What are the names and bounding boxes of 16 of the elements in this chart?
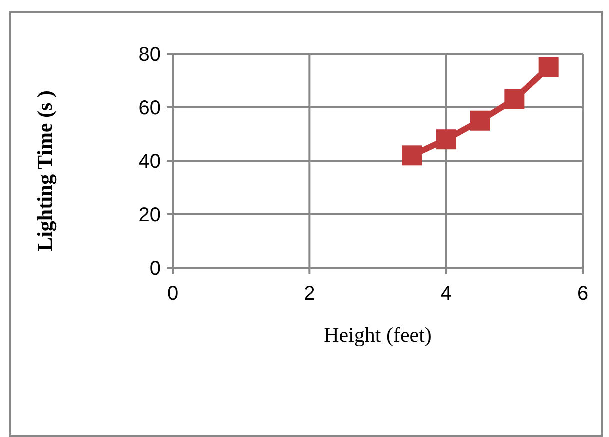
- x-tick-label: 0: [167, 283, 179, 305]
- y-tick-label: 0: [150, 258, 161, 280]
- x-tick-label: 6: [577, 283, 589, 305]
- y-tick-label: 60: [138, 98, 161, 120]
- y-axis-title: Lighting Time (s ): [33, 90, 57, 252]
- x-axis-title: Height (feet): [324, 323, 432, 347]
- point: [402, 146, 422, 166]
- point: [436, 130, 456, 150]
- y-tick-label: 20: [138, 204, 161, 226]
- x-tick-label: 4: [440, 283, 452, 305]
- point: [504, 89, 525, 110]
- y-tick-label: 80: [138, 44, 161, 66]
- x-tick-label: 2: [304, 283, 316, 305]
- point: [538, 57, 559, 78]
- y-tick-label: 40: [138, 151, 161, 173]
- point: [470, 110, 490, 131]
